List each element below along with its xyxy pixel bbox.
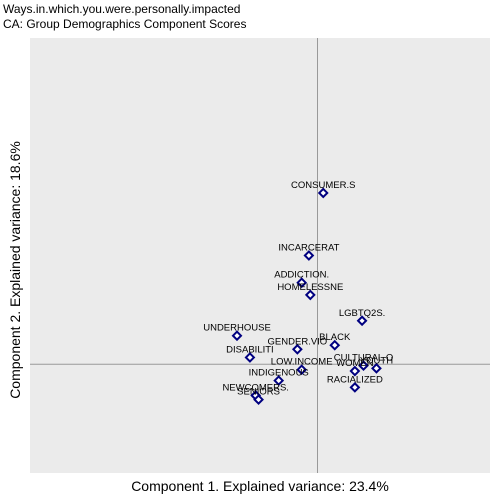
- data-point: [231, 330, 243, 342]
- data-point: [253, 394, 264, 406]
- data-point: [329, 339, 341, 351]
- point-label: CONSUMER.S: [291, 180, 355, 191]
- data-point: [303, 250, 315, 261]
- data-point: [349, 365, 361, 377]
- data-point: [291, 343, 303, 355]
- data-point: [244, 352, 256, 363]
- point-label: BLACK: [319, 332, 351, 343]
- point-label: DISABILITI: [226, 344, 274, 355]
- point-label: NEWCOMERS.: [222, 383, 289, 394]
- data-point: [317, 187, 329, 199]
- point-label: LOW.INCOME: [271, 357, 333, 368]
- point-label: SENIORS: [237, 387, 280, 398]
- point-label: LGBTQ2S.: [339, 308, 385, 319]
- point-label: UNDERHOUSE: [203, 323, 271, 334]
- point-label: GENDER.VIO: [268, 336, 328, 347]
- point-label: RACIALIZED: [327, 374, 383, 385]
- data-point: [371, 362, 382, 374]
- point-label: CULTURAL.O: [334, 353, 393, 364]
- point-label: INDIGENOUS: [249, 368, 309, 379]
- point-label: YOUTH: [360, 355, 393, 366]
- data-point: [349, 381, 361, 393]
- data-point: [358, 360, 369, 372]
- data-point: [304, 289, 316, 301]
- chart-title: Ways.in.which.you.were.personally.impact…: [3, 2, 241, 16]
- chart-subtitle: CA: Group Demographics Component Scores: [3, 17, 247, 31]
- point-label: HOMELESSNE: [277, 282, 343, 293]
- data-point: [296, 364, 308, 376]
- data-point: [273, 375, 285, 386]
- point-label: ADDICTION.: [274, 270, 329, 281]
- plot-panel: [30, 38, 490, 473]
- y-axis-label: Component 2. Explained variance: 18.6%: [7, 141, 23, 399]
- data-point: [356, 315, 368, 327]
- data-point: [296, 277, 308, 289]
- point-label: INCARCERAT: [278, 243, 339, 254]
- x-axis-label: Component 1. Explained variance: 23.4%: [131, 478, 389, 494]
- point-label: WOMEN: [336, 358, 374, 369]
